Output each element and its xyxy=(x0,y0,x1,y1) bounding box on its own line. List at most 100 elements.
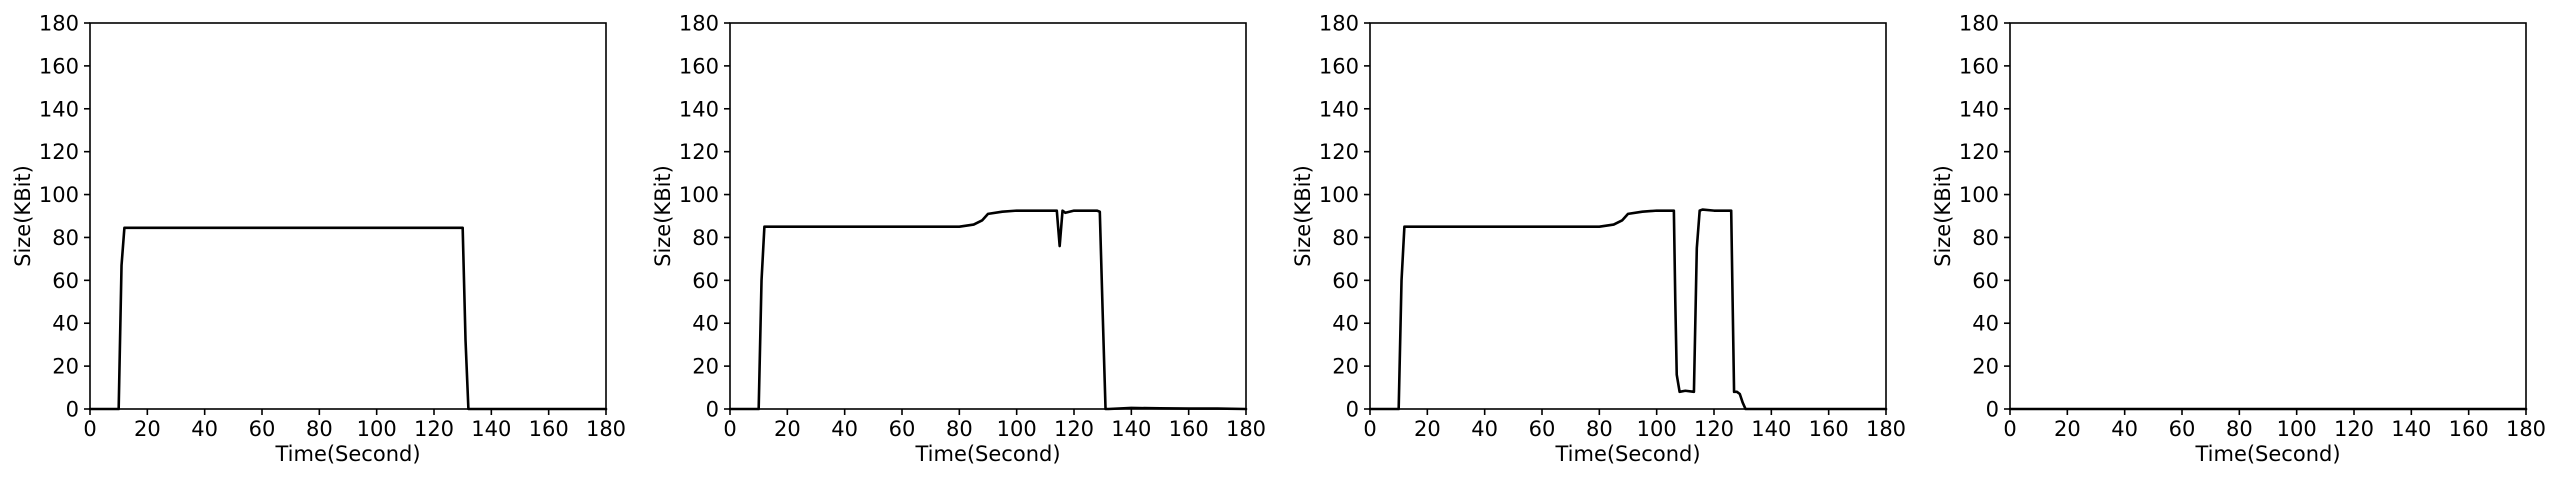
line-chart-4: 0 20 40 60 80 100 120 140 160 180 0 20 40 60 80 100 120 1… xyxy=(1931,12,2546,467)
y-tick-label: 140 xyxy=(1959,97,1999,121)
x-tick-label: 180 xyxy=(1866,417,1906,441)
x-tick-label: 160 xyxy=(2449,417,2489,441)
x-tick-label: 80 xyxy=(946,417,973,441)
y-tick-label: 140 xyxy=(39,97,79,121)
y-tick-label: 140 xyxy=(679,97,719,121)
x-tick-label: 160 xyxy=(1809,417,1849,441)
y-tick-label: 20 xyxy=(52,355,79,379)
y-tick-label: 60 xyxy=(1972,269,1999,293)
y-axis-label: Size(KBit) xyxy=(1291,165,1315,267)
y-tick-label: 160 xyxy=(39,54,79,78)
x-tick-label: 160 xyxy=(529,417,569,441)
series-line-1 xyxy=(1368,208,1888,411)
y-tick-label: 100 xyxy=(679,183,719,207)
x-tick-label: 180 xyxy=(586,417,626,441)
y-tick-label: 40 xyxy=(1332,312,1359,336)
chart-panel-4: 0 20 40 60 80 100 120 140 160 180 0 20 40 60 80 100 120 1… xyxy=(1920,0,2560,480)
y-tick-label: 20 xyxy=(692,355,719,379)
y-tick-label: 180 xyxy=(39,12,79,36)
y-axis-label: Size(KBit) xyxy=(11,165,35,267)
x-tick-label: 60 xyxy=(1529,417,1556,441)
x-tick-label: 140 xyxy=(2391,417,2431,441)
y-tick-label: 160 xyxy=(1319,54,1359,78)
y-tick-label: 140 xyxy=(1319,97,1359,121)
y-tick-label: 120 xyxy=(1319,140,1359,164)
y-tick-label: 40 xyxy=(692,312,719,336)
x-tick-label: 0 xyxy=(1363,417,1376,441)
x-axis-label: Time(Second) xyxy=(914,442,1060,466)
plot-frame xyxy=(89,22,607,410)
x-tick-label: 60 xyxy=(889,417,916,441)
x-tick-label: 40 xyxy=(2111,417,2138,441)
x-axis-label: Time(Second) xyxy=(2194,442,2340,466)
y-tick-label: 80 xyxy=(1972,226,1999,250)
x-tick-label: 140 xyxy=(1751,417,1791,441)
y-tick-label: 0 xyxy=(66,398,79,422)
y-tick-label: 40 xyxy=(52,312,79,336)
y-tick-label: 40 xyxy=(1972,312,1999,336)
x-tick-label: 100 xyxy=(997,417,1037,441)
y-axis-label: Size(KBit) xyxy=(651,165,675,267)
y-tick-label: 60 xyxy=(52,269,79,293)
x-tick-label: 20 xyxy=(1414,417,1441,441)
x-tick-label: 80 xyxy=(2226,417,2253,441)
x-tick-label: 20 xyxy=(2054,417,2081,441)
x-tick-label: 120 xyxy=(2334,417,2374,441)
chart-panel-2: 0 20 40 60 80 100 120 140 160 180 0 20 40 60 80 100 120 1… xyxy=(640,0,1280,480)
x-tick-label: 140 xyxy=(1111,417,1151,441)
x-tick-label: 160 xyxy=(1169,417,1209,441)
x-tick-label: 20 xyxy=(134,417,161,441)
plot-frame xyxy=(729,22,1247,410)
y-tick-label: 120 xyxy=(1959,140,1999,164)
x-tick-label: 140 xyxy=(471,417,511,441)
line-chart-1: 0 20 40 60 80 100 120 140 160 180 0 20 40 60 80 100 120 1… xyxy=(11,12,626,467)
y-tick-label: 160 xyxy=(679,54,719,78)
chart-panel-1: 0 20 40 60 80 100 120 140 160 180 0 20 40 60 80 100 120 1… xyxy=(0,0,640,480)
chart-panel-3: 0 20 40 60 80 100 120 140 160 180 0 20 40 60 80 100 120 1… xyxy=(1280,0,1920,480)
y-tick-label: 0 xyxy=(1346,398,1359,422)
series-line-1 xyxy=(88,226,608,411)
x-tick-label: 40 xyxy=(1471,417,1498,441)
x-tick-label: 100 xyxy=(2277,417,2317,441)
y-tick-label: 180 xyxy=(1959,12,1999,36)
x-tick-label: 40 xyxy=(831,417,858,441)
x-tick-label: 120 xyxy=(414,417,454,441)
y-tick-label: 0 xyxy=(1986,398,1999,422)
y-tick-label: 120 xyxy=(39,140,79,164)
y-tick-label: 100 xyxy=(1959,183,1999,207)
line-chart-3: 0 20 40 60 80 100 120 140 160 180 0 20 40 60 80 100 120 1… xyxy=(1291,12,1906,467)
x-tick-label: 120 xyxy=(1054,417,1094,441)
x-axis-label: Time(Second) xyxy=(1554,442,1700,466)
x-tick-label: 0 xyxy=(83,417,96,441)
x-tick-label: 60 xyxy=(2169,417,2196,441)
x-tick-label: 180 xyxy=(2506,417,2546,441)
x-tick-label: 60 xyxy=(249,417,276,441)
x-axis-label: Time(Second) xyxy=(274,442,420,466)
x-tick-label: 20 xyxy=(774,417,801,441)
y-tick-label: 120 xyxy=(679,140,719,164)
y-tick-label: 0 xyxy=(706,398,719,422)
y-tick-label: 100 xyxy=(39,183,79,207)
x-tick-label: 120 xyxy=(1694,417,1734,441)
line-chart-2: 0 20 40 60 80 100 120 140 160 180 0 20 40 60 80 100 120 1… xyxy=(651,12,1266,467)
y-tick-label: 180 xyxy=(679,12,719,36)
y-tick-label: 80 xyxy=(52,226,79,250)
y-tick-label: 60 xyxy=(1332,269,1359,293)
y-tick-label: 60 xyxy=(692,269,719,293)
y-axis-label: Size(KBit) xyxy=(1931,165,1955,267)
y-tick-label: 80 xyxy=(692,226,719,250)
x-tick-label: 40 xyxy=(191,417,218,441)
y-tick-label: 80 xyxy=(1332,226,1359,250)
y-tick-label: 20 xyxy=(1332,355,1359,379)
y-tick-label: 20 xyxy=(1972,355,1999,379)
series-line-1 xyxy=(728,209,1248,411)
x-tick-label: 80 xyxy=(1586,417,1613,441)
y-tick-label: 100 xyxy=(1319,183,1359,207)
x-tick-label: 0 xyxy=(723,417,736,441)
x-tick-label: 180 xyxy=(1226,417,1266,441)
y-tick-label: 180 xyxy=(1319,12,1359,36)
x-tick-label: 80 xyxy=(306,417,333,441)
x-tick-label: 0 xyxy=(2003,417,2016,441)
plot-frame xyxy=(2009,22,2527,410)
x-tick-label: 100 xyxy=(1637,417,1677,441)
